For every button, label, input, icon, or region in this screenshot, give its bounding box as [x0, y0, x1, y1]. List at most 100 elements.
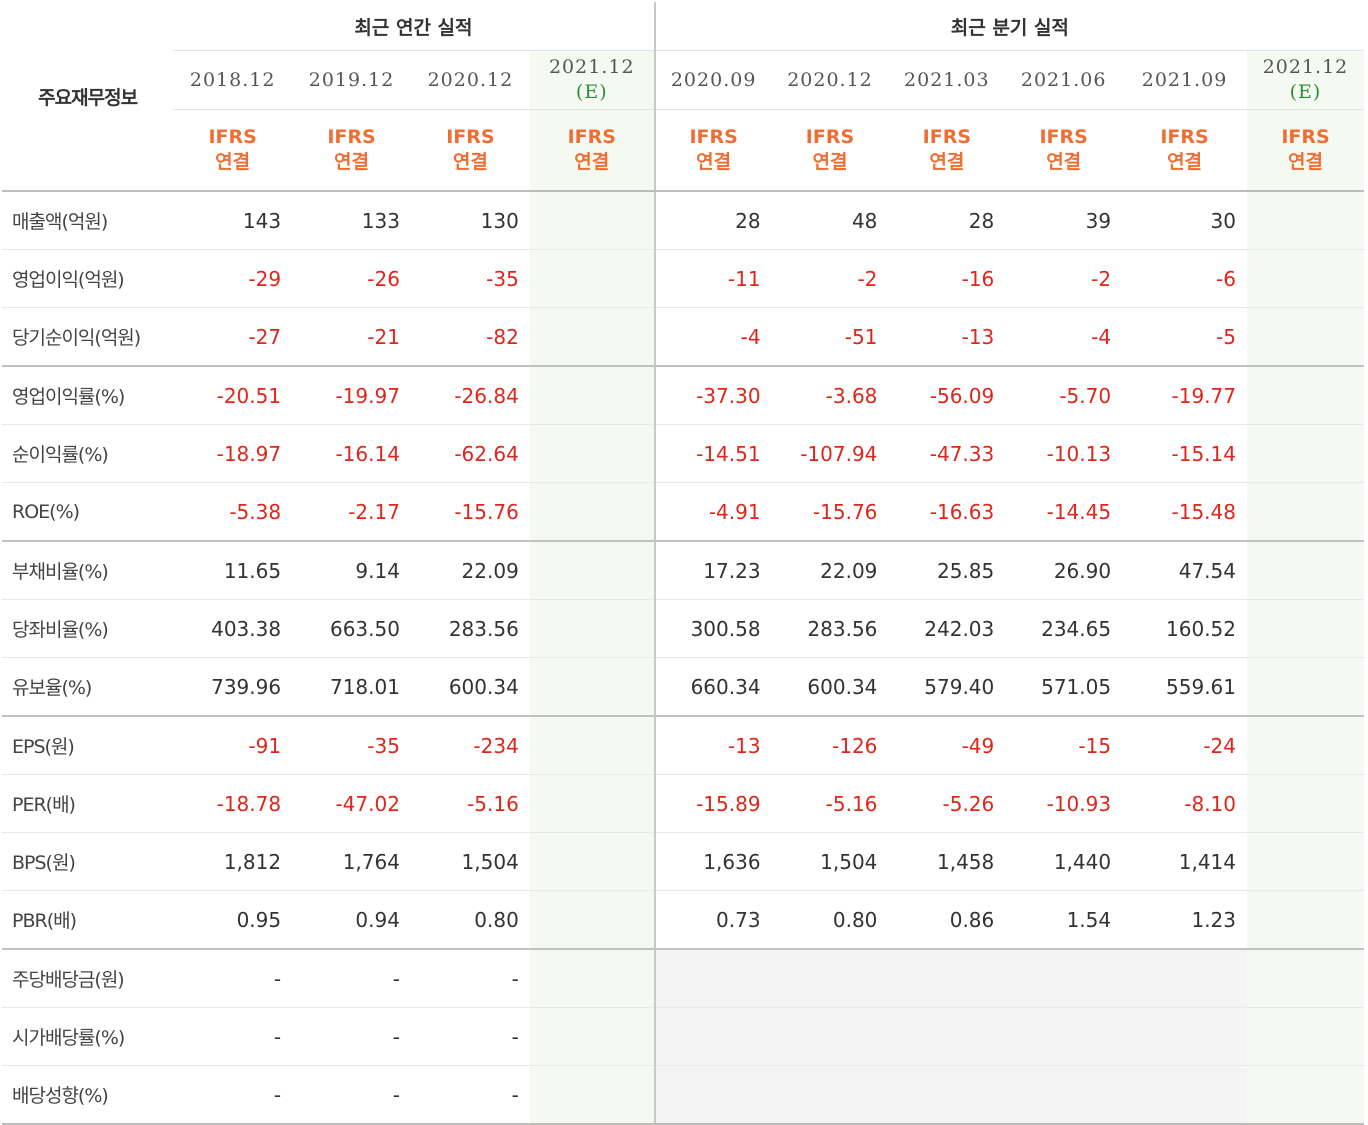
table-cell: 300.58	[653, 599, 772, 658]
consolidated-label: 연결	[812, 151, 848, 173]
table-cell: -51	[771, 307, 889, 367]
row-label: 순이익률(%)	[2, 424, 174, 483]
table-row: 배당성향(%) - - -	[2, 1065, 1364, 1125]
table-row: 부채비율(%) 11.65 9.14 22.09 17.23 22.09 25.85 26.9…	[2, 541, 1364, 600]
column-date-label: 2020.12	[787, 68, 873, 91]
consolidated-label: 연결	[1046, 151, 1082, 173]
consolidated-label: 연결	[334, 151, 369, 173]
column-date-label: 2018.12	[189, 68, 276, 91]
table-cell	[529, 774, 655, 833]
table-cell	[1247, 716, 1364, 775]
table-cell: 22.09	[771, 541, 889, 600]
column-ifrs-5: IFRS 연결	[771, 109, 889, 192]
table-cell: 28	[888, 191, 1006, 250]
table-cell: -15.89	[653, 774, 772, 833]
column-ifrs-2: IFRS 연결	[410, 109, 530, 192]
table-cell	[529, 249, 655, 308]
table-cell	[529, 949, 655, 1008]
table-cell	[1122, 949, 1247, 1008]
table-cell: 579.40	[888, 657, 1006, 717]
table-cell: -19.77	[1122, 366, 1247, 425]
table-cell	[1247, 424, 1364, 483]
ifrs-label: IFRS	[1039, 126, 1088, 148]
table-cell	[529, 716, 655, 775]
column-date-4: 2020.09	[653, 50, 772, 110]
annual-title: 최근 연간 실적	[173, 2, 655, 51]
table-cell: -	[173, 949, 293, 1008]
table-cell: 600.34	[410, 657, 530, 717]
table-cell	[1247, 599, 1364, 658]
table-row: 매출액(억원) 143 133 130 28 48 28 39 30	[2, 191, 1364, 250]
table-cell: -10.93	[1005, 774, 1123, 833]
table-cell	[1247, 657, 1364, 717]
table-cell	[653, 1065, 772, 1125]
row-label: 배당성향(%)	[2, 1065, 174, 1125]
table-cell: 1.23	[1122, 890, 1247, 950]
row-label: 주당배당금(원)	[2, 949, 174, 1008]
ifrs-label: IFRS	[1281, 126, 1330, 148]
table-cell: -234	[410, 716, 530, 775]
table-cell: -13	[653, 716, 772, 775]
table-cell	[529, 191, 655, 250]
column-date-0: 2018.12	[173, 50, 293, 110]
column-ifrs-9: IFRS 연결	[1247, 109, 1364, 192]
ifrs-label: IFRS	[446, 126, 495, 148]
table-cell: -19.97	[292, 366, 411, 425]
table-cell: 1,414	[1122, 832, 1247, 891]
column-date-label: 2021.06	[1020, 68, 1107, 91]
table-cell: 1.54	[1005, 890, 1123, 950]
table-cell: -5	[1122, 307, 1247, 367]
table-row: 주당배당금(원) - - -	[2, 949, 1364, 1008]
table-cell	[888, 1065, 1006, 1125]
ifrs-label: IFRS	[1160, 126, 1209, 148]
consolidated-label: 연결	[1288, 151, 1323, 173]
table-cell: -47.33	[888, 424, 1006, 483]
table-row: PER(배) -18.78 -47.02 -5.16 -15.89 -5.16 -5.26-…	[2, 774, 1364, 833]
column-date-5: 2020.12	[771, 50, 889, 110]
ifrs-label: IFRS	[805, 126, 855, 148]
table-cell	[529, 307, 655, 367]
table-cell	[888, 949, 1006, 1008]
table-cell: -	[173, 1065, 293, 1125]
table-cell: -14.45	[1005, 482, 1123, 542]
table-cell: -	[292, 1065, 411, 1125]
table-cell: -56.09	[888, 366, 1006, 425]
table-cell: 1,764	[292, 832, 411, 891]
table-cell: 0.80	[410, 890, 530, 950]
column-date-label: 2020.12	[427, 68, 514, 91]
column-date-3: 2021.12 (E)	[529, 50, 655, 110]
table-cell: -37.30	[653, 366, 772, 425]
table-cell: 283.56	[410, 599, 530, 658]
row-label: 당좌비율(%)	[2, 599, 174, 658]
table-cell: 660.34	[653, 657, 772, 717]
column-ifrs-4: IFRS 연결	[653, 109, 772, 192]
table-row: ROE(%) -5.38 -2.17 -15.76 -4.91 -15.76 -16.63-…	[2, 482, 1364, 542]
table-cell	[771, 949, 889, 1008]
table-cell	[1247, 1065, 1364, 1125]
column-date-label: 2020.09	[670, 68, 757, 91]
ifrs-label: IFRS	[689, 126, 738, 148]
table-cell: 133	[292, 191, 411, 250]
table-cell: 160.52	[1122, 599, 1247, 658]
table-cell	[1247, 366, 1364, 425]
table-cell	[1247, 1007, 1364, 1066]
table-cell: -	[292, 949, 411, 1008]
table-cell: -26	[292, 249, 411, 308]
ifrs-label: IFRS	[327, 126, 376, 148]
table-cell	[1247, 307, 1364, 367]
table-cell: -2.17	[292, 482, 411, 542]
ifrs-label: IFRS	[567, 126, 616, 148]
table-cell: 47.54	[1122, 541, 1247, 600]
table-cell: -4	[653, 307, 772, 367]
table-cell	[529, 482, 655, 542]
table-cell: -35	[410, 249, 530, 308]
table-cell	[1247, 832, 1364, 891]
table-row: 유보율(%) 739.96 718.01 600.34 660.34 600.34 579.…	[2, 657, 1364, 717]
table-cell	[771, 1007, 889, 1066]
table-cell: 0.95	[173, 890, 293, 950]
header-date-row: 2018.12 2019.12 2020.12 2021.12 (E) 2020.09 20…	[2, 50, 1364, 110]
quarter-title: 최근 분기 실적	[653, 2, 1364, 51]
table-cell: 0.86	[888, 890, 1006, 950]
table-cell	[529, 890, 655, 950]
row-label: PBR(배)	[2, 890, 174, 950]
